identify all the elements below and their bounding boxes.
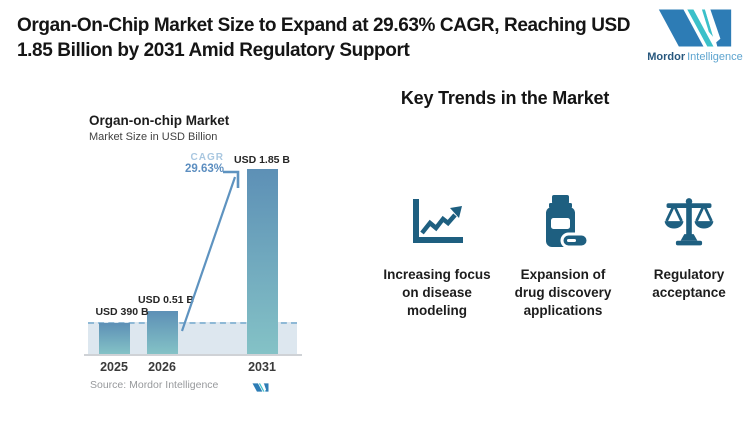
trend-item-drug-discovery: Expansion of drug discovery applications xyxy=(500,192,626,320)
page-title: Organ-On-Chip Market Size to Expand at 2… xyxy=(17,13,631,63)
mordor-intelligence-logo: Mordor Intelligence xyxy=(645,8,745,63)
growth-arrow-icon xyxy=(175,165,247,342)
trend-label: Increasing focus on disease modeling xyxy=(383,267,491,318)
x-axis-line xyxy=(84,354,302,356)
page-title-line1: Organ-On-Chip Market Size to Expand at 2… xyxy=(17,15,631,36)
trend-label: Regulatory acceptance xyxy=(652,267,726,300)
chart-subtitle: Market Size in USD Billion xyxy=(89,131,218,143)
trend-label: Expansion of drug discovery applications xyxy=(514,267,612,318)
cagr-value: 29.63% xyxy=(184,163,224,175)
trend-item-disease-modeling: Increasing focus on disease modeling xyxy=(374,192,500,320)
bar-2031 xyxy=(247,169,278,354)
pill-bottle-icon xyxy=(537,192,589,252)
x-tick-2025: 2025 xyxy=(100,360,128,374)
source-note: Source: Mordor Intelligence xyxy=(90,379,219,391)
trends-heading: Key Trends in the Market xyxy=(400,88,610,108)
bar-value-2025: USD 390 B xyxy=(95,306,149,318)
mordor-mini-logo-icon xyxy=(252,380,269,398)
bar-value-2026: USD 0.51 B xyxy=(137,294,195,306)
bar-2025 xyxy=(99,323,130,354)
chart-title: Organ-on-chip Market xyxy=(89,113,230,128)
page-title-line2: 1.85 Billion by 2031 Amid Regulatory Sup… xyxy=(17,40,410,61)
bar-value-2031: USD 1.85 B xyxy=(233,154,291,166)
logo-brand-bold: Mordor xyxy=(647,51,686,63)
cagr-label: CAGR xyxy=(190,152,224,163)
x-tick-2031: 2031 xyxy=(248,360,276,374)
trends-row: Increasing focus on disease modeling Exp… xyxy=(374,192,750,320)
x-tick-2026: 2026 xyxy=(148,360,176,374)
logo-brand-light: Intelligence xyxy=(687,51,743,63)
mordor-logo-text: Mordor Intelligence xyxy=(645,51,745,63)
line-chart-icon xyxy=(409,192,465,252)
mordor-logo-mark-icon xyxy=(645,8,745,48)
trend-item-regulatory: Regulatory acceptance xyxy=(626,192,750,320)
scales-icon xyxy=(660,192,718,252)
bar-2026 xyxy=(147,311,178,354)
